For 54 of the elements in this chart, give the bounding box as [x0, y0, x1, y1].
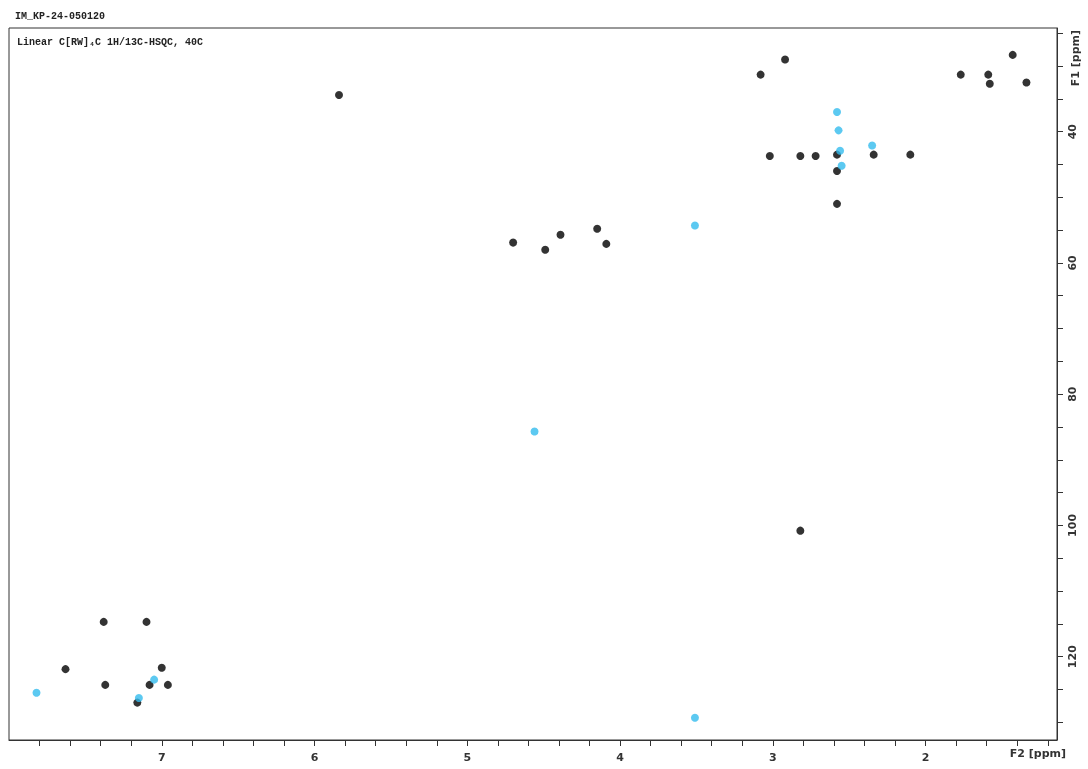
y-tick-label: 100: [1066, 513, 1079, 537]
point: [834, 126, 843, 135]
point: [837, 161, 846, 170]
point: [32, 688, 41, 697]
x-tick-label: 3: [769, 751, 777, 764]
point: [150, 675, 159, 684]
point: [61, 665, 70, 674]
x-tick-label: 2: [921, 751, 930, 764]
point: [101, 680, 110, 689]
y-tick-label: 40: [1066, 123, 1079, 140]
point: [756, 70, 765, 79]
point: [509, 238, 518, 247]
point: [833, 199, 842, 208]
point: [796, 151, 805, 160]
point: [781, 55, 790, 64]
point: [833, 108, 842, 116]
point: [690, 713, 699, 722]
point: [1008, 50, 1017, 59]
x-tick-label: 7: [157, 751, 166, 764]
y-tick-label: 80: [1066, 386, 1079, 402]
point: [530, 427, 539, 436]
point: [334, 90, 343, 99]
y-tick-label: 120: [1066, 644, 1079, 669]
x-tick-label: 4: [616, 751, 625, 764]
point: [163, 680, 172, 689]
point: [956, 70, 965, 79]
y-axis-title: F1 [ppm]: [1069, 30, 1082, 87]
point: [99, 617, 108, 626]
point: [796, 526, 805, 535]
point: [157, 663, 166, 672]
point: [556, 230, 565, 239]
point: [833, 167, 842, 176]
x-axis-title: F2 [ppm]: [1009, 747, 1066, 760]
point: [134, 694, 143, 702]
point: [906, 150, 915, 159]
point: [1022, 78, 1031, 87]
text: Linear C[RW]₄C 1H/13C-HSQC, 40C: [17, 36, 204, 48]
point: [765, 151, 774, 160]
point: [836, 146, 845, 155]
point: [868, 141, 877, 150]
point: [869, 150, 878, 159]
point: [985, 79, 994, 88]
x-tick-label: 6: [310, 751, 319, 764]
point: [811, 151, 820, 160]
x-tick-label: 5: [463, 751, 472, 764]
point: [984, 70, 993, 79]
point: [602, 239, 611, 248]
point: [541, 245, 550, 254]
point: [142, 617, 151, 626]
point: [690, 221, 699, 230]
chart-title: IM_KP-24-050120: [15, 10, 106, 22]
point: [145, 680, 154, 689]
point: [593, 224, 602, 233]
y-tick-label: 60: [1066, 254, 1079, 271]
